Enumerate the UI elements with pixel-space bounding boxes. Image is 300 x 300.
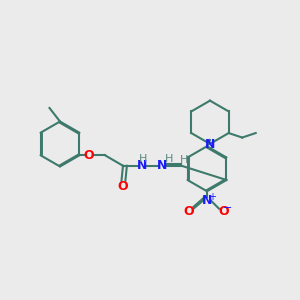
Text: N: N (205, 138, 215, 151)
Text: N: N (202, 194, 212, 207)
Text: O: O (218, 205, 229, 218)
Text: −: − (223, 203, 233, 213)
Text: O: O (117, 180, 128, 193)
Text: H: H (164, 154, 173, 164)
Text: O: O (83, 149, 94, 162)
Text: H: H (180, 155, 188, 165)
Text: N: N (137, 159, 148, 172)
Text: N: N (157, 159, 167, 172)
Text: +: + (208, 192, 216, 202)
Text: O: O (184, 205, 194, 218)
Text: H: H (139, 154, 148, 164)
